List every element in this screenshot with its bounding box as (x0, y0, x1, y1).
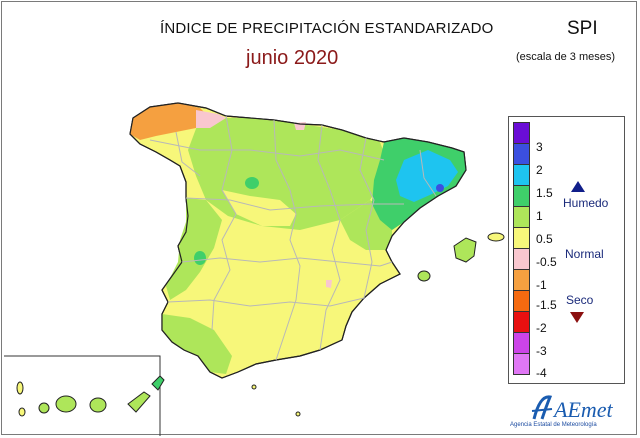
dry-zone-galicia (130, 103, 210, 140)
logo-name: AEmet (552, 397, 614, 422)
province-borders (149, 115, 437, 361)
scale-note: (escala de 3 meses) (516, 51, 616, 63)
mallorca (453, 237, 477, 263)
ceuta (251, 384, 257, 390)
canary-inset-border (4, 355, 161, 436)
canary-islands (16, 375, 165, 417)
legend-tick: 1.5 (536, 186, 553, 200)
legend-category-normal: Normal (565, 247, 604, 261)
legend-swatch (513, 122, 530, 144)
legend-tick: -1.5 (536, 298, 557, 312)
legend-tick: 1 (536, 209, 543, 223)
logo-tagline: Agencia Estatal de Meteorología (510, 422, 597, 428)
very-wet-zone-catalonia (396, 150, 458, 202)
legend-swatch (513, 143, 530, 165)
wet-arrow-icon (571, 181, 585, 192)
legend-swatch (513, 353, 530, 375)
ibiza (417, 270, 431, 282)
light-dry-spot-south (326, 280, 332, 288)
legend-tick: -0.5 (536, 255, 557, 269)
peninsula-coast (129, 102, 467, 379)
legend-swatch (513, 290, 530, 312)
light-wet-zone-south (162, 314, 232, 374)
light-dry-zone-galicia (196, 110, 226, 128)
legend-tick: -3 (536, 344, 547, 358)
dry-arrow-icon (570, 312, 584, 323)
legend-swatch (513, 248, 530, 270)
melilla (295, 411, 301, 417)
legend-tick: 2 (536, 163, 543, 177)
aemet-logo: AEmet (531, 395, 614, 422)
legend-swatch (513, 164, 530, 186)
map-period: junio 2020 (246, 47, 339, 69)
legend-swatch (513, 206, 530, 228)
legend-category-wet: Humedo (563, 196, 609, 210)
legend-tick: -4 (536, 366, 547, 380)
index-name: SPI (567, 18, 598, 39)
legend-tick: 0.5 (536, 232, 553, 246)
legend-swatch (513, 269, 530, 291)
wet-spot-north (245, 177, 259, 189)
legend-swatch (513, 227, 530, 249)
extreme-wet-spot (436, 184, 444, 192)
legend-category-dry: Seco (566, 293, 594, 307)
legend-tick: -1 (536, 278, 547, 292)
legend-tick: 3 (536, 140, 543, 154)
legend-swatch (513, 185, 530, 207)
legend-tick: -2 (536, 321, 547, 335)
normal-zone-center (222, 190, 296, 226)
legend-swatch (513, 311, 530, 333)
map-title: ÍNDICE DE PRECIPITACIÓN ESTANDARIZADO (160, 20, 494, 37)
light-wet-zone-west (166, 198, 222, 300)
legend-swatch (513, 332, 530, 354)
menorca (487, 232, 505, 242)
wet-spot-west (194, 251, 206, 265)
